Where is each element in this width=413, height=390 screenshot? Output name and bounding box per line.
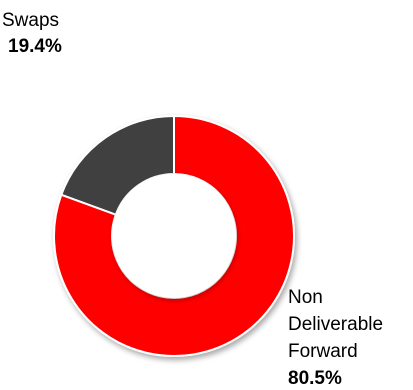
slice-label-ndf-line-3: Forward [288,341,358,362]
slice-value-ndf: 80.5% [288,368,342,389]
slice-value-swaps: 19.4% [8,36,62,57]
slice-label-swaps: Swaps [2,10,59,31]
donut-hole [112,174,236,298]
slice-label-ndf-line-1: Non [288,287,323,308]
slice-label-ndf-line-2: Deliverable [288,314,383,335]
